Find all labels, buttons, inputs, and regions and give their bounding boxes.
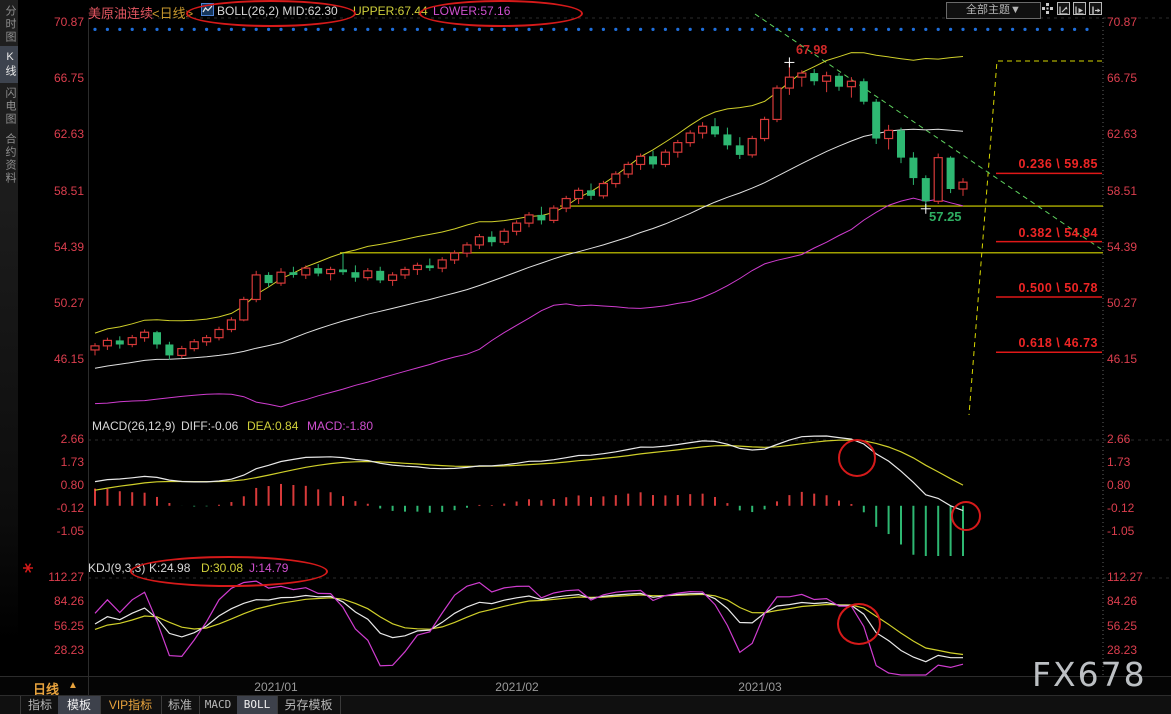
price-axis-label: 50.27 (53, 295, 84, 310)
chart-type-icon[interactable] (201, 3, 214, 16)
x-axis-date-label: 2021/03 (738, 680, 782, 694)
sidebar-item-1[interactable]: 分时图 (4, 4, 16, 44)
peak-price-label: 67.98 (796, 43, 828, 57)
collapse-pane-icon[interactable] (1089, 2, 1102, 15)
price-axis-label: 58.51 (1107, 183, 1138, 198)
kdj-axis-label: 28.23 (1107, 642, 1138, 657)
fib-level-label: 0.618 \ 46.73 (1018, 336, 1098, 351)
axis-pan-icon[interactable] (1073, 2, 1086, 15)
period-selector[interactable]: 日线 (33, 682, 60, 697)
sidebar: 分时图 K线图闪电图合约资料 (0, 0, 18, 676)
sidebar-item-2[interactable]: K线图 (0, 46, 18, 83)
price-axis-label: 54.39 (53, 239, 84, 254)
kdj-d-value: D:30.08 (201, 561, 244, 575)
x-axis-row: 日线 ▲ 2021/01 2021/02 2021/03 (0, 676, 1171, 697)
symbol-name: 美原油连续 (88, 6, 154, 21)
price-axis-label: 54.39 (1107, 239, 1138, 254)
x-axis-date-label: 2021/02 (495, 680, 539, 694)
price-axis-label: 46.15 (53, 352, 84, 367)
macd-axis-label: 2.66 (1107, 432, 1131, 446)
macd-axis-label: 0.80 (1107, 477, 1131, 492)
boll-upper-label: UPPER:67.44 (353, 4, 428, 18)
kdj-axis-label: 112.27 (1107, 570, 1143, 584)
price-axis-label: 50.27 (1107, 295, 1138, 310)
theme-dropdown[interactable]: 全部主题▼ (946, 2, 1041, 19)
tab-VIP指标[interactable]: VIP指标 (100, 696, 162, 714)
macd-axis-label: 1.73 (60, 454, 84, 469)
kdj-axis-label: 84.26 (53, 594, 84, 609)
indicator-tab-bar: 指标 模板 VIP指标 标准 MACD BOLL 另存模板 (0, 695, 1171, 714)
tab-BOLL[interactable]: BOLL (237, 696, 278, 714)
fib-level-label: 0.236 \ 59.85 (1018, 157, 1098, 172)
sidebar-item-4[interactable]: 合约资料 (4, 132, 16, 185)
kdj-axis-label: 56.25 (1107, 618, 1138, 633)
tab-另存模板[interactable]: 另存模板 (277, 696, 341, 714)
kdj-j-value: J:14.79 (249, 561, 289, 575)
sidebar-item-3[interactable]: 闪电图 (4, 87, 16, 126)
macd-axis-label: 1.73 (1107, 454, 1131, 469)
price-axis-label: 62.63 (53, 127, 84, 142)
macd-axis-label: -1.05 (1107, 523, 1135, 538)
fib-level-label: 0.500 \ 50.78 (1018, 281, 1098, 296)
period-arrow-icon[interactable]: ▲ (68, 680, 78, 691)
price-axis-label: 70.87 (1107, 15, 1138, 29)
macd-dea-value: DEA:0.84 (247, 419, 299, 433)
price-axis-label: 58.51 (53, 183, 84, 198)
tab-MACD[interactable]: MACD (199, 696, 238, 714)
price-axis-label: 66.75 (1107, 71, 1138, 86)
price-axis-label: 70.87 (53, 15, 84, 29)
kdj-axis-label: 84.26 (1107, 594, 1138, 609)
tab-模板[interactable]: 模板 (58, 696, 101, 714)
price-axis-label: 62.63 (1107, 127, 1138, 142)
price-axis-label: 66.75 (53, 71, 84, 86)
period-tag[interactable]: <日线> (152, 6, 194, 21)
low-price-label: 57.25 (929, 209, 962, 224)
period-cell[interactable]: 日线 ▲ (0, 677, 89, 697)
watermark: FX678 (1032, 655, 1147, 694)
kdj-axis-label: 112.27 (48, 570, 84, 584)
macd-macd-value: MACD:-1.80 (307, 419, 374, 433)
fib-level-label: 0.382 \ 54.84 (1018, 225, 1098, 240)
macd-axis-label: -0.12 (56, 500, 84, 515)
tab-指标[interactable]: 指标 (20, 696, 60, 714)
price-axis-label: 46.15 (1107, 352, 1138, 367)
kdj-axis-label: 56.25 (53, 618, 84, 633)
boll-lower-label: LOWER:57.16 (433, 4, 511, 18)
macd-axis-label: 0.80 (60, 477, 84, 492)
macd-title[interactable]: MACD(26,12,9) (92, 419, 176, 433)
x-axis-date-label: 2021/01 (254, 680, 298, 694)
macd-axis-label: -0.12 (1107, 500, 1135, 515)
kdj-axis-label: 28.23 (53, 642, 84, 657)
kdj-k-value: K:24.98 (149, 561, 191, 575)
macd-axis-label: 2.66 (60, 432, 84, 446)
macd-axis-label: -1.05 (56, 523, 84, 538)
boll-indicator-label: BOLL(26,2) MID:62.30 (217, 4, 338, 18)
axis-zoom-icon[interactable] (1057, 2, 1070, 15)
kdj-title[interactable]: KDJ(9,3,3) (88, 561, 146, 575)
tab-标准[interactable]: 标准 (161, 696, 200, 714)
macd-diff-value: DIFF:-0.06 (181, 419, 239, 433)
move-icon[interactable] (1041, 2, 1054, 15)
